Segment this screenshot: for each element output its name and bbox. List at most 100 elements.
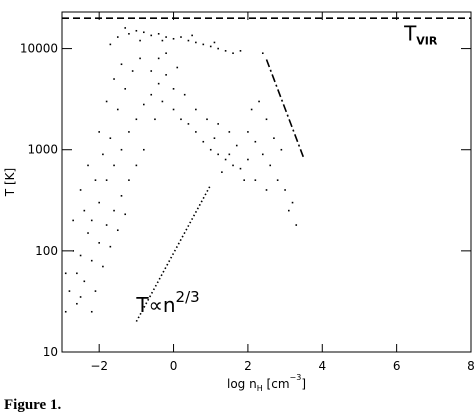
point <box>135 118 138 121</box>
point <box>87 164 89 167</box>
point <box>128 33 130 35</box>
point <box>206 118 208 121</box>
point <box>135 164 138 167</box>
x-tick-label: 6 <box>393 359 401 373</box>
annotation-sup: 2/3 <box>176 288 200 306</box>
point <box>128 179 130 181</box>
point <box>116 108 119 111</box>
y-tick-label: 10000 <box>20 42 58 56</box>
point <box>79 189 82 191</box>
annotation: TVIR <box>403 22 438 48</box>
point <box>291 201 294 204</box>
x-label-sub: H <box>257 384 263 393</box>
point <box>120 148 123 151</box>
y-tick-label: 100 <box>35 244 58 258</box>
point <box>135 29 138 32</box>
point <box>83 209 86 212</box>
x-label-part: log n <box>227 377 257 391</box>
point <box>105 100 108 103</box>
point <box>64 310 67 313</box>
point <box>76 302 78 305</box>
point <box>87 232 89 234</box>
x-label-sup: −3 <box>290 373 302 382</box>
point <box>235 144 238 147</box>
point <box>150 34 153 37</box>
reference-line-dashdot <box>265 59 305 159</box>
point <box>124 213 127 216</box>
point <box>180 118 182 121</box>
point <box>109 245 112 248</box>
point <box>120 63 123 66</box>
point <box>98 131 100 133</box>
point <box>254 179 257 181</box>
x-tick-label: 2 <box>244 359 252 373</box>
point <box>83 280 86 283</box>
point <box>269 164 272 167</box>
point <box>195 108 197 111</box>
point <box>195 41 197 44</box>
x-axis-label: log nH [cm−3] <box>227 373 306 393</box>
point <box>102 153 104 156</box>
point <box>128 131 130 133</box>
annotation: T∝n2/3 <box>135 288 199 317</box>
point <box>124 88 127 90</box>
point <box>180 36 182 38</box>
point <box>98 242 100 244</box>
point <box>157 82 160 85</box>
point <box>176 66 179 69</box>
y-tick-label: 10 <box>43 345 58 359</box>
point <box>143 31 145 34</box>
point <box>157 33 160 35</box>
point <box>120 195 123 197</box>
point <box>183 93 186 96</box>
point <box>243 179 245 181</box>
point <box>79 254 82 257</box>
point <box>139 57 141 60</box>
point <box>232 164 234 167</box>
point <box>202 140 205 143</box>
point <box>79 296 82 298</box>
point <box>213 41 216 44</box>
point <box>143 148 145 151</box>
point <box>250 108 253 111</box>
point <box>172 37 175 40</box>
point <box>105 224 108 226</box>
point <box>150 70 153 72</box>
point <box>68 290 71 292</box>
point <box>143 103 145 106</box>
point <box>209 45 212 48</box>
point <box>202 43 205 46</box>
point <box>187 39 190 42</box>
point <box>161 39 164 42</box>
point <box>161 100 164 103</box>
point <box>254 140 257 143</box>
point <box>258 100 260 103</box>
point <box>76 272 78 275</box>
point <box>157 57 160 60</box>
annotation-sub: VIR <box>416 35 438 48</box>
point <box>288 209 290 212</box>
x-tick-label: 4 <box>318 359 326 373</box>
point <box>165 74 167 76</box>
point <box>261 153 264 156</box>
point <box>276 179 279 181</box>
point <box>102 265 104 268</box>
point <box>217 153 219 156</box>
point <box>265 189 268 191</box>
x-tick-label: −2 <box>90 359 108 373</box>
point <box>232 52 234 55</box>
point <box>116 36 119 38</box>
point <box>154 118 156 121</box>
point <box>224 158 227 161</box>
point <box>109 137 112 139</box>
point <box>90 219 93 222</box>
y-tick-label: 1000 <box>27 143 58 157</box>
point <box>139 39 141 42</box>
x-label-part: ] <box>301 377 306 391</box>
point <box>172 108 175 111</box>
point <box>165 36 167 38</box>
point <box>265 118 268 121</box>
caption: Figure 1. <box>4 397 61 413</box>
point <box>217 123 219 125</box>
point <box>213 137 216 139</box>
